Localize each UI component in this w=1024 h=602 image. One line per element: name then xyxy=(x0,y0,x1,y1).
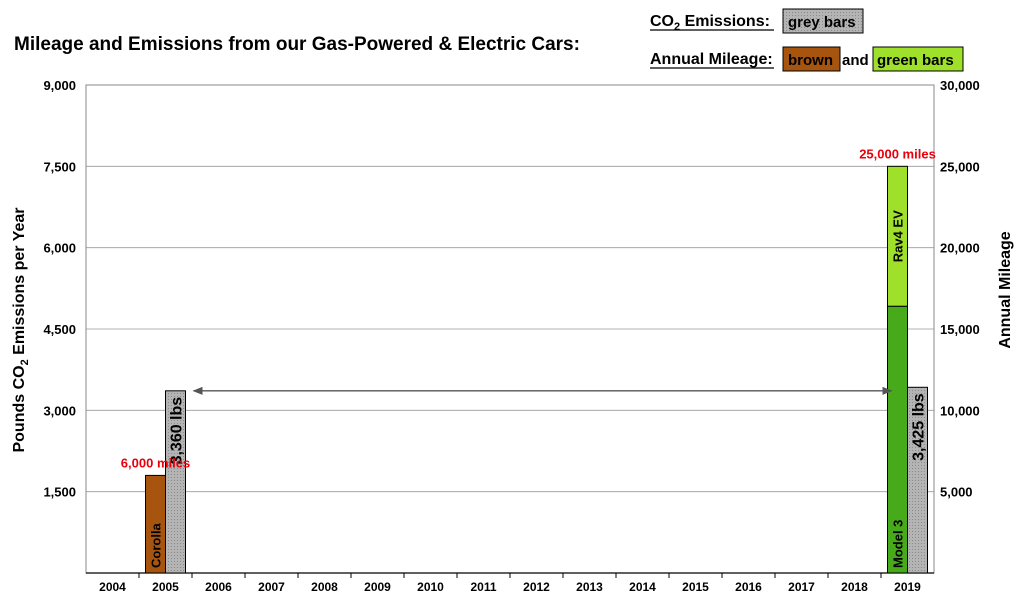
y-left-tick-label: 9,000 xyxy=(43,78,76,93)
x-tick-label: 2017 xyxy=(788,580,815,594)
legend-brown-label: brown xyxy=(788,52,833,69)
x-tick-label: 2011 xyxy=(470,580,496,594)
y-left-tick-label: 3,000 xyxy=(43,403,76,418)
plot-area: 9,000 7,500 6,000 4,500 3,000 1,500 30,000 25,0… xyxy=(43,78,979,594)
legend-green-label: green bars xyxy=(877,52,954,69)
emissions-bar-label: 3,425 lbs xyxy=(911,393,928,461)
y-right-axis-title: Annual Mileage xyxy=(997,231,1014,348)
emissions-bar xyxy=(165,390,186,574)
chart-title: Mileage and Emissions from our Gas-Power… xyxy=(14,34,580,55)
y-left-tick-label: 1,500 xyxy=(43,485,76,500)
legend-co2-colon: : xyxy=(765,13,770,30)
x-tick-label: 2013 xyxy=(576,580,603,594)
y-right-tick-label: 30,000 xyxy=(940,78,980,93)
x-tick-label: 2014 xyxy=(629,580,656,594)
legend-grey-label: grey bars xyxy=(788,14,856,31)
legend-co2-sub: 2 xyxy=(674,21,680,33)
emissions-bar xyxy=(907,386,928,574)
x-tick-label: 2004 xyxy=(99,580,126,594)
y-left-tick-label: 7,500 xyxy=(43,159,76,174)
legend-co2-suffix: Emissions xyxy=(680,13,765,30)
mileage-bar-label: Model 3 xyxy=(891,520,906,568)
x-tick-label: 2016 xyxy=(735,580,762,594)
x-tick-label: 2006 xyxy=(205,580,232,594)
y-left-axis-title: Pounds CO2 Emissions per Year xyxy=(11,207,31,452)
x-tick-label: 2009 xyxy=(364,580,391,594)
x-tick-label: 2019 xyxy=(894,580,921,594)
y-left-tick-label: 6,000 xyxy=(43,241,76,256)
x-tick-label: 2007 xyxy=(258,580,285,594)
legend-co2-heading: CO2 Emissions: xyxy=(650,13,770,33)
x-tick-label: 2005 xyxy=(152,580,179,594)
legend-brown-swatch xyxy=(782,46,841,72)
mileage-bar-label: Rav4 EV xyxy=(891,210,906,262)
y-left-label-prefix: Pounds CO xyxy=(11,365,28,452)
legend-mileage-label: Annual Mileage xyxy=(650,51,767,68)
legend-co2-prefix: CO xyxy=(650,13,674,30)
y-right-tick-label: 5,000 xyxy=(940,485,973,500)
y-right-tick-label: 25,000 xyxy=(940,159,980,174)
legend-green-swatch xyxy=(872,46,964,72)
legend-mileage-colon: : xyxy=(767,51,772,68)
y-left-tick-label: 4,500 xyxy=(43,322,76,337)
legend-grey-swatch xyxy=(782,8,864,34)
x-tick-label: 2012 xyxy=(523,580,550,594)
y-right-tick-label: 10,000 xyxy=(940,403,980,418)
y-right-tick-label: 15,000 xyxy=(940,322,980,337)
x-tick-label: 2015 xyxy=(682,580,709,594)
legend: CO2 Emissions: grey bars Annual Mileage:… xyxy=(650,8,964,72)
legend-and-label: and xyxy=(842,52,869,69)
mileage-bar xyxy=(887,165,908,307)
x-tick-label: 2008 xyxy=(311,580,338,594)
mileage-annotation: 6,000 miles xyxy=(121,455,190,470)
legend-mileage-heading: Annual Mileage: xyxy=(650,51,773,68)
y-right-tick-label: 20,000 xyxy=(940,241,980,256)
x-tick-label: 2010 xyxy=(417,580,444,594)
x-tick-label: 2018 xyxy=(841,580,868,594)
y-left-label-suffix: Emissions per Year xyxy=(11,207,28,359)
mileage-annotation: 25,000 miles xyxy=(859,146,936,161)
emissions-bar-label: 3,360 lbs xyxy=(169,397,186,465)
mileage-bar-label: Corolla xyxy=(149,522,164,568)
y-left-label-sub: 2 xyxy=(19,359,31,365)
